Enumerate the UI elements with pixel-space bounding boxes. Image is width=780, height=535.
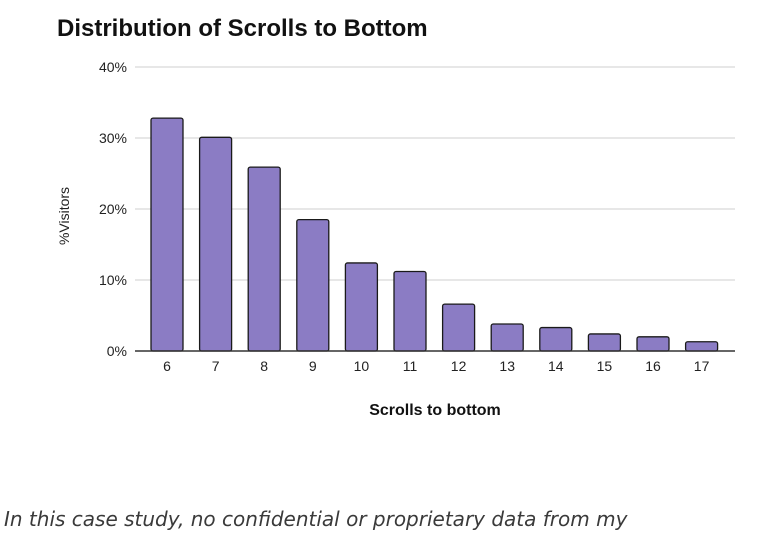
bar-8	[247, 166, 281, 352]
x-tick-label: 16	[645, 358, 661, 374]
y-tick-label: 0%	[107, 343, 127, 359]
x-tick-label: 17	[694, 358, 710, 374]
x-tick-label: 15	[597, 358, 613, 374]
bar-9	[296, 218, 330, 352]
gridlines	[135, 66, 735, 281]
bar-15	[587, 333, 622, 352]
bar-13	[490, 323, 524, 352]
bar-7	[198, 136, 233, 352]
bar-17	[684, 341, 719, 352]
bar-14	[539, 326, 573, 352]
y-tick-label: 20%	[99, 201, 127, 217]
x-tick-label: 8	[260, 358, 268, 374]
x-tick-label: 7	[212, 358, 220, 374]
y-tick-label: 40%	[99, 59, 127, 75]
y-axis-label: %Visitors	[56, 187, 72, 245]
bar-6	[150, 117, 184, 352]
bar-10	[344, 262, 379, 352]
x-tick-label: 12	[451, 358, 467, 374]
bars	[150, 117, 719, 352]
y-tick-label: 30%	[99, 130, 127, 146]
y-tick-labels: 0% 10% 20% 30% 40%	[99, 59, 127, 359]
x-tick-label: 9	[309, 358, 317, 374]
x-tick-label: 10	[354, 358, 370, 374]
bar-16	[636, 336, 670, 352]
chart-title: Distribution of Scrolls to Bottom	[57, 15, 428, 42]
x-axis-label: Scrolls to bottom	[369, 402, 501, 419]
x-tick-label: 14	[548, 358, 564, 374]
x-tick-label: 13	[499, 358, 515, 374]
y-tick-label: 10%	[99, 272, 127, 288]
x-tick-labels: 6 7 8 9 10 11 12 13 14 15 16 17	[163, 358, 709, 374]
x-tick-label: 6	[163, 358, 171, 374]
x-tick-label: 11	[403, 358, 418, 374]
bar-12	[441, 303, 476, 352]
caption-text: In this case study, no confidential or p…	[4, 507, 628, 531]
bar-11	[393, 270, 427, 352]
